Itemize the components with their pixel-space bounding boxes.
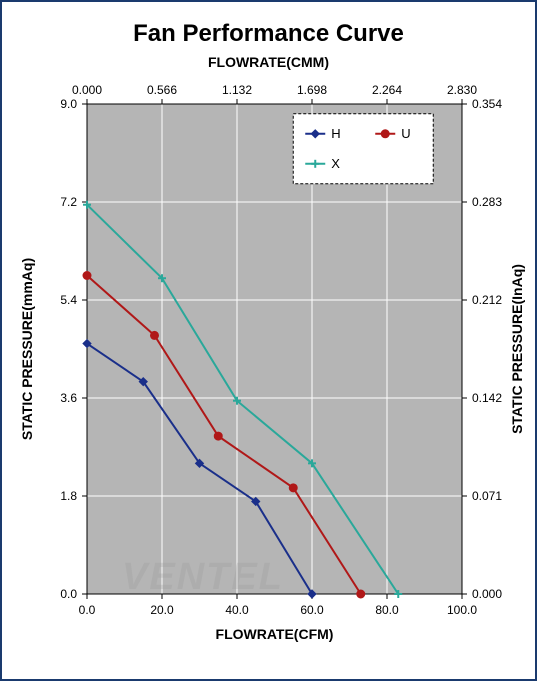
top-axis-label: FLOWRATE(CMM) [2, 54, 535, 70]
svg-text:0.071: 0.071 [472, 489, 502, 503]
svg-text:0.000: 0.000 [72, 83, 102, 97]
svg-text:1.8: 1.8 [60, 489, 77, 503]
svg-text:0.142: 0.142 [472, 391, 502, 405]
svg-text:STATIC PRESSURE(mmAq): STATIC PRESSURE(mmAq) [19, 258, 35, 440]
chart-area: 0.000 0.566 1.132 1.698 2.264 2.830 0.0 20.0 40.… [2, 74, 535, 664]
svg-text:7.2: 7.2 [60, 195, 77, 209]
svg-text:1.698: 1.698 [297, 83, 327, 97]
svg-text:100.0: 100.0 [447, 603, 477, 617]
svg-text:U: U [401, 126, 410, 141]
svg-text:H: H [331, 126, 340, 141]
svg-text:0.000: 0.000 [472, 587, 502, 601]
svg-text:1.132: 1.132 [222, 83, 252, 97]
svg-text:2.264: 2.264 [372, 83, 402, 97]
chart-title: Fan Performance Curve [2, 20, 535, 48]
chart-svg: 0.000 0.566 1.132 1.698 2.264 2.830 0.0 20.0 40.… [2, 74, 535, 664]
svg-text:0.212: 0.212 [472, 293, 502, 307]
svg-text:80.0: 80.0 [375, 603, 399, 617]
svg-text:0.0: 0.0 [60, 587, 77, 601]
svg-text:FLOWRATE(CFM): FLOWRATE(CFM) [216, 626, 334, 642]
svg-text:0.283: 0.283 [472, 195, 502, 209]
chart-container: Fan Performance Curve FLOWRATE(CMM) 0.00… [0, 0, 537, 681]
svg-text:9.0: 9.0 [60, 97, 77, 111]
svg-text:60.0: 60.0 [300, 603, 324, 617]
svg-text:40.0: 40.0 [225, 603, 249, 617]
svg-text:X: X [331, 156, 340, 171]
svg-text:2.830: 2.830 [447, 83, 477, 97]
svg-text:STATIC PRESSURE(InAq): STATIC PRESSURE(InAq) [509, 264, 525, 434]
svg-text:0.354: 0.354 [472, 97, 502, 111]
svg-text:20.0: 20.0 [150, 603, 174, 617]
svg-text:0.566: 0.566 [147, 83, 177, 97]
svg-text:0.0: 0.0 [79, 603, 96, 617]
svg-text:3.6: 3.6 [60, 391, 77, 405]
svg-text:5.4: 5.4 [60, 293, 77, 307]
